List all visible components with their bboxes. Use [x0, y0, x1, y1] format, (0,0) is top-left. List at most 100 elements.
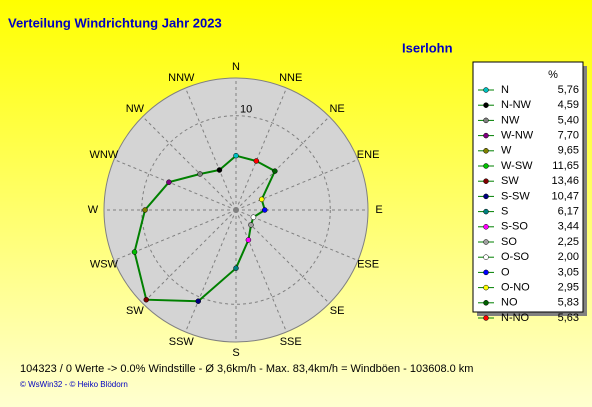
direction-label: ENE	[357, 149, 380, 161]
legend-name: W-NW	[501, 130, 534, 142]
grid-circle	[141, 115, 331, 305]
legend-value: 3,05	[558, 266, 579, 278]
point	[233, 265, 239, 271]
spoke	[235, 209, 359, 261]
legend-value: 4,59	[558, 99, 579, 111]
legend-name: O-SO	[501, 251, 530, 263]
point	[166, 179, 172, 185]
legend-marker	[483, 269, 489, 276]
point	[262, 207, 268, 213]
point	[143, 296, 150, 303]
spoke	[185, 87, 237, 211]
direction-label: N	[232, 61, 240, 73]
legend-name: W-SW	[501, 160, 533, 172]
point	[131, 249, 138, 255]
direction-label: SSE	[280, 336, 302, 348]
legend-value: 5,63	[558, 312, 579, 324]
direction-label: WNW	[90, 149, 119, 161]
legend-name: S-SO	[501, 221, 528, 233]
footer-stats: 104323 / 0 Werte -> 0.0% Windstille - Ø …	[20, 363, 473, 375]
point	[248, 222, 254, 228]
legend-marker	[483, 87, 489, 93]
legend-value: 5,83	[558, 297, 579, 309]
legend-value: 5,76	[558, 84, 579, 96]
point	[250, 214, 257, 220]
point	[245, 237, 252, 243]
legend-name: SO	[501, 236, 517, 248]
point	[195, 298, 201, 304]
legend-marker	[483, 163, 489, 169]
location: Iserlohn	[402, 40, 453, 55]
legend-name: N	[501, 84, 509, 96]
direction-label: NE	[329, 103, 344, 115]
direction-label: WSW	[90, 259, 119, 271]
r-tick-label: 10	[240, 104, 252, 116]
legend-value: 10,47	[551, 190, 579, 202]
direction-label: NNW	[168, 72, 195, 84]
legend-marker	[483, 208, 489, 215]
legend-value: 3,44	[558, 221, 579, 233]
legend-marker	[483, 117, 489, 124]
legend-name: O-NO	[501, 282, 530, 294]
point	[197, 171, 203, 177]
legend-value: 13,46	[551, 175, 579, 187]
direction-label: SW	[126, 305, 144, 317]
spoke	[235, 209, 330, 304]
legend-value: 2,95	[558, 282, 579, 294]
legend-name: N-NW	[501, 99, 532, 111]
legend-name: SW	[501, 175, 519, 187]
legend-marker	[483, 315, 489, 321]
legend-value: 5,40	[558, 114, 579, 126]
direction-label: ESE	[357, 259, 379, 271]
legend-value: 2,25	[558, 236, 579, 248]
legend-name: N-NO	[501, 312, 530, 324]
point	[272, 168, 278, 174]
legend-marker	[483, 102, 489, 108]
legend-value: 6,17	[558, 206, 579, 218]
legend-name: W	[501, 145, 512, 157]
legend-name: S-SW	[501, 190, 530, 202]
chart-title: Verteilung Windrichtung Jahr 2023	[8, 15, 222, 30]
legend-value: 11,65	[552, 160, 579, 172]
direction-label: S	[232, 347, 239, 359]
direction-label: NW	[126, 103, 145, 115]
legend	[472, 61, 584, 313]
legend-marker	[483, 239, 489, 245]
spoke	[142, 209, 237, 304]
legend-marker	[483, 193, 489, 200]
legend-marker	[483, 284, 489, 291]
legend-name: S	[501, 206, 508, 218]
point	[258, 196, 265, 203]
legend-header: %	[548, 69, 558, 81]
legend-marker	[483, 132, 489, 139]
spoke	[113, 159, 237, 211]
legend-marker	[483, 148, 489, 154]
direction-label: E	[375, 204, 382, 216]
spoke	[142, 116, 237, 211]
legend-name: NW	[501, 114, 520, 126]
legend-marker	[483, 254, 489, 260]
footer-credit: © WsWin32 - © Heiko Blödorn	[20, 380, 128, 389]
point	[253, 158, 260, 164]
point	[142, 207, 148, 213]
legend-name: O	[501, 266, 510, 278]
spoke	[235, 116, 330, 211]
spoke	[185, 209, 237, 333]
legend-value: 2,00	[558, 251, 579, 263]
legend-marker	[483, 224, 489, 230]
spoke	[235, 209, 287, 333]
direction-label: W	[88, 204, 99, 216]
legend-marker	[483, 178, 489, 184]
point	[233, 152, 239, 159]
legend-value: 9,65	[558, 145, 579, 157]
legend-value: 7,70	[558, 130, 579, 142]
direction-label: SSW	[169, 336, 195, 348]
spoke	[235, 87, 287, 211]
spoke	[235, 159, 359, 211]
point	[216, 167, 223, 173]
direction-label: NNE	[279, 72, 302, 84]
direction-label: SE	[330, 305, 345, 317]
legend-name: NO	[501, 297, 518, 309]
legend-marker	[483, 300, 489, 306]
